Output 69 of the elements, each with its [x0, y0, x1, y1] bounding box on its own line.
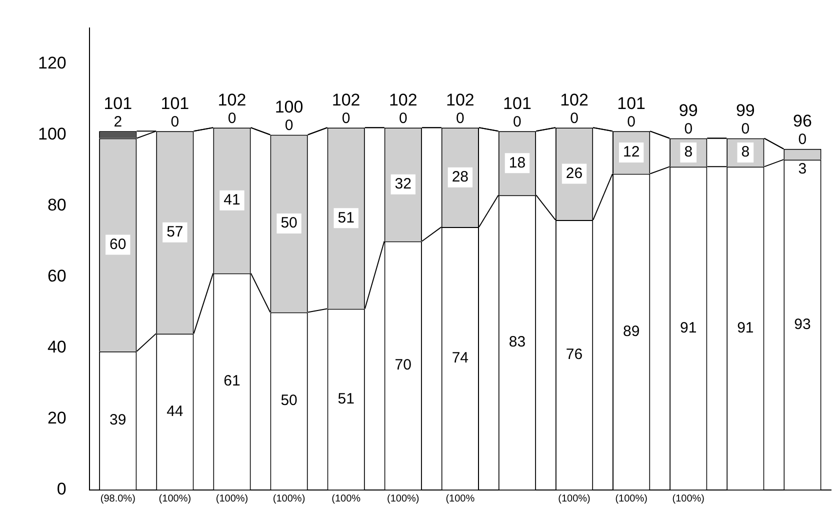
- total-label: 101: [503, 94, 532, 113]
- x-tick-label: (100%: [446, 494, 475, 505]
- data-label: 76: [566, 346, 583, 364]
- total-label: 99: [678, 100, 698, 120]
- total-label: 102: [446, 90, 474, 110]
- data-label: 93: [794, 316, 811, 333]
- data-label: 8: [684, 144, 693, 161]
- data-label: 83: [508, 334, 526, 351]
- data-label: 74: [452, 350, 469, 367]
- x-tick-label: (100%): [387, 494, 420, 505]
- data-label: 51: [338, 209, 354, 226]
- data-label: 3: [798, 160, 807, 178]
- total-label: 100: [274, 97, 304, 116]
- data-label: 50: [280, 214, 298, 232]
- data-label: 0: [570, 110, 578, 127]
- total-label: 102: [218, 90, 246, 110]
- data-label: 41: [224, 192, 240, 209]
- total-label: 102: [332, 90, 360, 110]
- total-label: 101: [104, 94, 132, 113]
- data-label: 39: [110, 412, 126, 429]
- data-label: 26: [566, 164, 583, 182]
- x-tick-label: (100%): [272, 494, 306, 505]
- y-tick-label: 120: [38, 53, 66, 72]
- y-tick-label: 40: [47, 337, 66, 356]
- data-label: 0: [741, 120, 750, 138]
- x-tick-label: (100%: [332, 494, 361, 505]
- y-tick-label: 20: [47, 408, 66, 428]
- data-label: 0: [342, 110, 350, 127]
- data-label: 12: [622, 144, 640, 161]
- data-label: 0: [284, 116, 294, 134]
- data-label: 89: [622, 322, 640, 340]
- data-label: 0: [398, 110, 408, 127]
- data-label: 0: [798, 131, 807, 148]
- data-label: 44: [166, 402, 184, 420]
- x-tick-label: (100%): [216, 494, 248, 505]
- total-label: 101: [617, 94, 646, 113]
- data-label: 0: [513, 113, 522, 130]
- data-label: 8: [741, 144, 750, 161]
- total-label: 99: [736, 100, 755, 120]
- data-label: 51: [338, 390, 354, 408]
- data-label: 2: [114, 113, 122, 130]
- data-label: 28: [452, 168, 469, 186]
- x-tick-label: (100%): [672, 494, 705, 505]
- y-tick-label: 60: [47, 266, 66, 286]
- y-tick-label: 80: [47, 195, 66, 214]
- data-label: 0: [684, 120, 693, 138]
- x-tick-label: (100%): [615, 494, 648, 505]
- data-label: 60: [110, 236, 126, 253]
- y-tick-label: 0: [56, 479, 66, 498]
- data-label: 91: [737, 319, 754, 336]
- data-label: 0: [456, 110, 464, 127]
- total-label: 101: [160, 94, 190, 113]
- data-label: 0: [170, 113, 180, 130]
- data-label: 91: [680, 319, 697, 336]
- data-label: 50: [280, 392, 298, 410]
- data-label: 32: [394, 176, 412, 193]
- x-tick-label: (100%): [158, 494, 192, 505]
- y-tick-label: 100: [38, 124, 66, 144]
- data-label: 0: [627, 113, 636, 130]
- data-label: 0: [228, 110, 236, 127]
- data-label: 57: [166, 224, 184, 241]
- x-tick-label: (100%): [558, 494, 590, 505]
- total-label: 96: [793, 112, 812, 131]
- data-label: 61: [224, 372, 240, 390]
- total-label: 102: [560, 90, 588, 110]
- data-label: 70: [394, 356, 412, 374]
- total-label: 102: [388, 90, 418, 110]
- data-label: 18: [508, 154, 526, 172]
- x-tick-label: (98.0%): [100, 494, 136, 505]
